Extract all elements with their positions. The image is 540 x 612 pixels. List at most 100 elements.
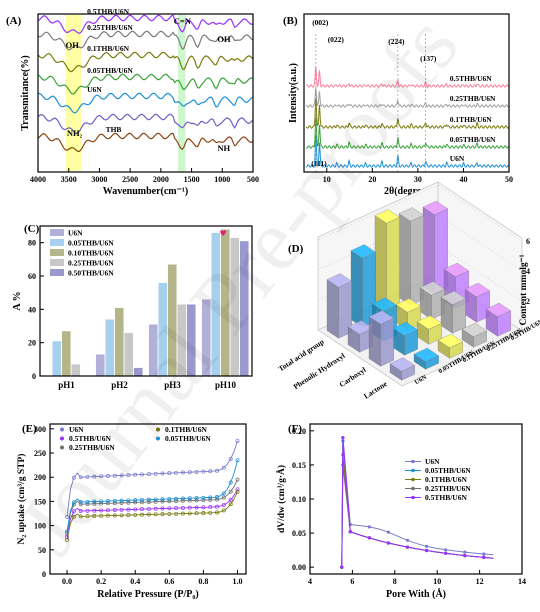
bar3d-top — [464, 282, 491, 297]
legend-label: U6N — [69, 425, 84, 434]
isotherm-point — [126, 473, 131, 477]
panel-label: (E) — [22, 423, 37, 435]
y-tick-label: 0.20 — [292, 427, 306, 436]
y-tick-label: 300 — [34, 425, 46, 434]
isotherm-point — [208, 497, 213, 502]
ftir-line — [37, 113, 254, 135]
plot-frame — [37, 13, 254, 173]
peak-label: (137) — [420, 54, 437, 63]
legend-label: 0.25THB/U6N — [68, 259, 114, 268]
isotherm-point — [153, 471, 158, 476]
isotherm-point — [235, 458, 240, 463]
legend-swatch — [50, 259, 64, 266]
series-label: 0.5THB/U6N — [450, 74, 492, 83]
bar — [158, 282, 168, 377]
isotherm-point — [228, 489, 233, 494]
isotherm-point — [208, 510, 213, 515]
pore-point — [386, 541, 390, 545]
isotherm-point — [221, 502, 226, 507]
bar — [52, 340, 62, 377]
bar — [124, 332, 134, 377]
legend-swatch — [50, 269, 64, 276]
isotherm-point — [105, 508, 110, 513]
isotherm-point — [71, 475, 76, 480]
y-tick-label: 200 — [34, 473, 46, 482]
bar — [71, 364, 81, 377]
isotherm-point — [160, 471, 165, 476]
isotherm-point — [180, 496, 185, 501]
isotherm-point — [92, 501, 97, 506]
x-tick-label: 40 — [459, 175, 467, 184]
isotherm-point — [187, 498, 192, 503]
isotherm-point — [235, 477, 240, 482]
isotherm-point — [78, 502, 83, 507]
isotherm-point — [105, 474, 110, 478]
isotherm-point — [146, 497, 151, 502]
isotherm-point — [99, 513, 104, 518]
legend-label: 0.50THB/U6N — [68, 269, 114, 278]
isotherm-point — [146, 500, 151, 504]
bar3d-top — [371, 297, 398, 312]
bar3d-top — [368, 310, 395, 325]
z-axis-label: Content mmolg⁻¹ — [519, 254, 529, 325]
isotherm-point — [235, 438, 240, 443]
series-label: 0.1THB/U6N — [87, 44, 129, 53]
x-tick-label: 500 — [247, 175, 259, 184]
isotherm-point — [140, 472, 144, 477]
annotation: OH — [66, 40, 80, 50]
pore-point — [482, 555, 486, 560]
bar — [95, 354, 105, 377]
isotherm-point — [119, 500, 124, 505]
pore-point — [348, 530, 352, 534]
isotherm-point — [99, 508, 104, 513]
isotherm-point — [167, 506, 172, 511]
bar3d-top — [461, 322, 488, 337]
isotherm-point — [201, 505, 206, 510]
legend-swatch — [50, 239, 64, 246]
pore-line — [341, 437, 494, 568]
isotherm-point — [174, 496, 179, 501]
y-tick-label: 0 — [42, 570, 46, 579]
isotherm-point — [221, 495, 226, 500]
isotherm-point — [187, 511, 192, 516]
isotherm-point — [187, 505, 192, 510]
series-label: 0.5THB/U6N — [87, 7, 129, 16]
panel-e: (E) 0.0 0.2 0.4 0.6 0.8 1.0 0 50 100 150 200 250 300 R… — [16, 423, 247, 600]
pore-point — [340, 565, 344, 569]
isotherm-point — [208, 505, 213, 510]
legend-marker — [60, 445, 64, 450]
bar — [105, 319, 115, 377]
bar3d-top — [392, 321, 419, 336]
isotherm-line — [66, 440, 238, 517]
y-axis-label: N₂ uptake (cm³/g STP) — [16, 454, 27, 545]
bar3d-top — [350, 244, 377, 259]
y-axis-label: dV/dw (cm³/g·Å) — [275, 465, 287, 533]
isotherm-point — [174, 499, 179, 504]
isotherm-point — [201, 469, 206, 474]
isotherm-point — [160, 506, 165, 511]
legend-marker — [60, 427, 64, 432]
bar3d-top — [443, 262, 470, 277]
isotherm-point — [174, 511, 179, 516]
isotherm-point — [78, 509, 83, 513]
isotherm-point — [112, 508, 117, 512]
isotherm-point — [133, 472, 138, 477]
bar — [186, 304, 196, 377]
pore-point — [405, 538, 410, 542]
isotherm-point — [126, 498, 131, 503]
isotherm-point — [65, 529, 69, 534]
ftir-line — [37, 92, 254, 114]
xrd-line — [306, 66, 509, 88]
legend-label: 0.05THB/U6N — [68, 239, 114, 248]
isotherm-point — [133, 500, 138, 505]
series-label: U6N — [450, 154, 465, 163]
z-tick-label: 6 — [526, 237, 530, 246]
isotherm-point — [215, 510, 219, 515]
legend-swatch — [50, 229, 64, 236]
y-axis-label: A % — [12, 291, 23, 310]
ftir-line — [37, 73, 254, 95]
xrd-line — [305, 87, 509, 108]
x-tick-label: 20 — [368, 175, 376, 184]
y-axis-label: Transmitance(%) — [20, 55, 31, 130]
isotherm-point — [126, 500, 131, 505]
